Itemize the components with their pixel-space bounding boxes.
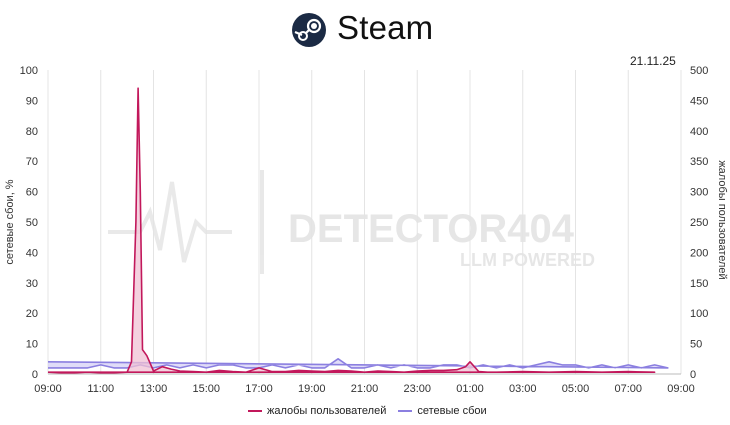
date-label: 21.11.25 [630,54,676,68]
legend-label-complaints: жалобы пользователей [267,405,387,417]
x-tick-label: 09:00 [34,383,62,395]
y-left-tick-label: 70 [26,156,38,168]
x-tick-label: 21:00 [351,383,379,395]
y-left-tick-label: 40 [26,247,38,259]
x-tick-label: 11:00 [87,383,114,395]
y-left-tick-label: 60 [26,187,38,199]
y-left-tick-label: 10 [26,339,38,351]
y-left-tick-label: 50 [26,217,38,229]
header: Steam [0,0,730,64]
watermark-divider [260,170,264,274]
x-tick-label: 23:00 [403,383,431,395]
y-right-tick-label: 200 [690,247,708,259]
y-right-tick-label: 150 [690,278,708,290]
app-title: Steam [337,9,434,46]
y-right-axis-title: жалобы пользователей [716,160,728,279]
series-line-complaints [47,87,656,374]
x-tick-label: 01:00 [456,383,484,395]
y-right-tick-label: 300 [690,187,708,199]
series-line-outages [47,358,669,369]
y-right-tick-label: 500 [690,65,708,77]
y-left-axis-title: сетевые сбои, % [4,179,16,264]
legend-item-outages[interactable]: сетевые сбои [398,405,487,417]
steam-logo-icon [292,13,326,47]
x-tick-label: 09:00 [667,383,695,395]
y-left-tick-label: 90 [26,95,38,107]
y-left-tick-label: 100 [20,65,38,77]
y-right-tick-label: 450 [690,95,708,107]
y-left-tick-label: 20 [26,308,38,320]
x-tick-label: 05:00 [562,383,590,395]
series-area-outages [48,358,668,374]
watermark-pulse-icon [108,181,232,263]
x-tick-label: 19:00 [298,383,326,395]
legend: жалобы пользователей сетевые сбои [248,403,499,419]
y-right-tick-label: 50 [690,339,702,351]
y-left-tick-label: 0 [32,369,38,381]
x-tick-label: 15:00 [192,383,220,395]
x-tick-label: 07:00 [614,383,642,395]
y-left-tick-label: 30 [26,278,38,290]
y-right-tick-label: 0 [690,369,696,381]
legend-label-outages: сетевые сбои [417,405,487,417]
watermark-line2: LLM POWERED [460,250,595,270]
legend-item-complaints[interactable]: жалобы пользователей [248,405,386,417]
x-tick-label: 13:00 [140,383,168,395]
x-tick-label: 03:00 [509,383,537,395]
y-right-tick-label: 250 [690,217,708,229]
y-right-tick-label: 400 [690,126,708,138]
legend-swatch-outages [398,410,413,412]
watermark-line1: DETECTOR404 [288,207,575,251]
y-right-tick-label: 350 [690,156,708,168]
y-right-tick-label: 100 [690,308,708,320]
y-left-tick-label: 80 [26,126,38,138]
x-tick-label: 17:00 [245,383,273,395]
legend-swatch-complaints [248,410,262,412]
